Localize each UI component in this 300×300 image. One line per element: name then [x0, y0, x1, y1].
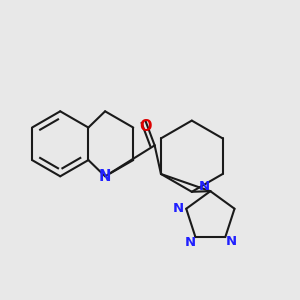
- Text: N: N: [173, 202, 184, 215]
- Text: N: N: [184, 236, 195, 249]
- Text: N: N: [225, 235, 236, 248]
- Text: N: N: [99, 169, 111, 184]
- Text: O: O: [139, 119, 152, 134]
- Text: N: N: [199, 180, 210, 193]
